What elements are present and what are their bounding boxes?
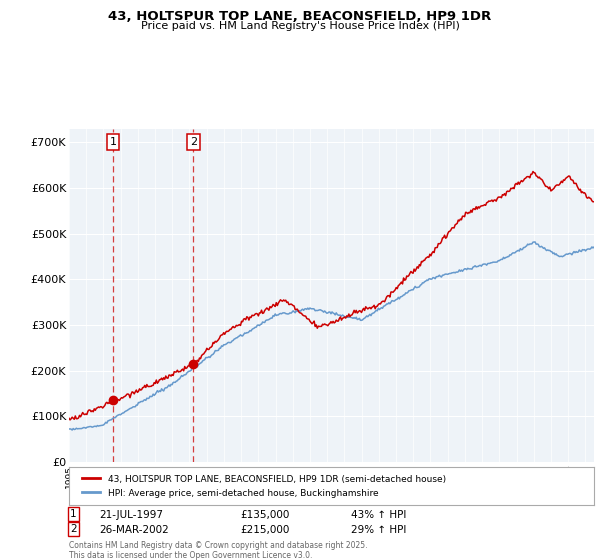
Text: 2: 2	[190, 137, 197, 147]
Text: 29% ↑ HPI: 29% ↑ HPI	[351, 525, 406, 535]
Text: 43% ↑ HPI: 43% ↑ HPI	[351, 510, 406, 520]
Text: 26-MAR-2002: 26-MAR-2002	[99, 525, 169, 535]
Text: Price paid vs. HM Land Registry's House Price Index (HPI): Price paid vs. HM Land Registry's House …	[140, 21, 460, 31]
Text: Contains HM Land Registry data © Crown copyright and database right 2025.
This d: Contains HM Land Registry data © Crown c…	[69, 541, 367, 560]
Text: £135,000: £135,000	[240, 510, 289, 520]
Text: 43, HOLTSPUR TOP LANE, BEACONSFIELD, HP9 1DR: 43, HOLTSPUR TOP LANE, BEACONSFIELD, HP9…	[109, 10, 491, 23]
Text: 1: 1	[70, 509, 77, 519]
Text: 2: 2	[70, 524, 77, 534]
Text: 1: 1	[109, 137, 116, 147]
Legend: 43, HOLTSPUR TOP LANE, BEACONSFIELD, HP9 1DR (semi-detached house), HPI: Average: 43, HOLTSPUR TOP LANE, BEACONSFIELD, HP9…	[79, 471, 449, 501]
Text: 21-JUL-1997: 21-JUL-1997	[99, 510, 163, 520]
Text: £215,000: £215,000	[240, 525, 289, 535]
